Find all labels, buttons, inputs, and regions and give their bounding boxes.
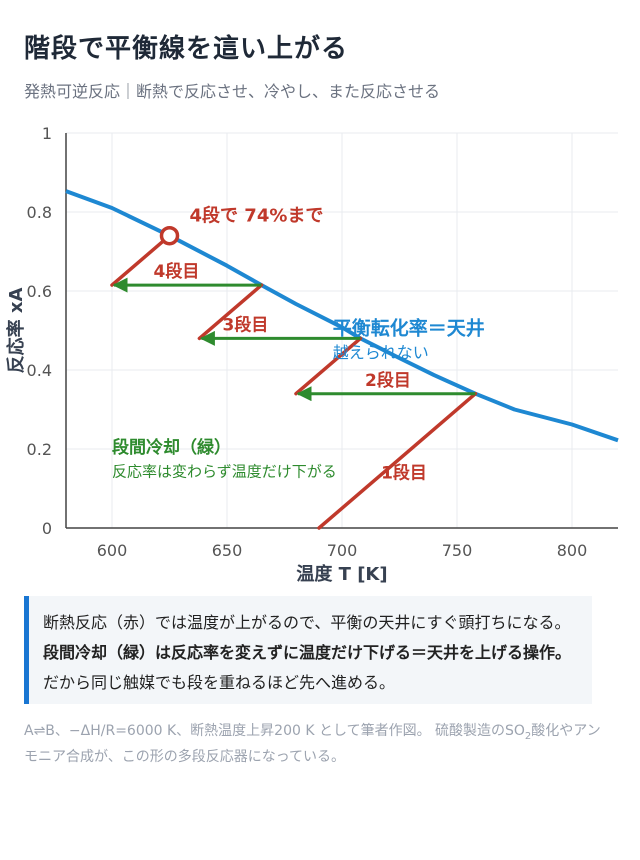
equilibrium-curve-group bbox=[65, 189, 619, 443]
y-tick-label: 0 bbox=[42, 519, 52, 538]
footnote: A⇌B、−ΔH/R=6000 K、断熱温度上昇200 K として筆者作図。 硫酸… bbox=[24, 718, 614, 770]
footnote-text-1: A⇌B、−ΔH/R=6000 K、断熱温度上昇200 K として筆者作図。 硫酸… bbox=[24, 723, 525, 739]
adiabatic-line-4 bbox=[197, 283, 264, 341]
x-tick-label: 800 bbox=[557, 541, 588, 560]
y-tick-label: 0.4 bbox=[27, 361, 52, 380]
x-tick-label: 750 bbox=[442, 541, 473, 560]
note-text-bold: 段間冷却（緑）は反応率を変えずに温度だけ下げる＝天井を上げる操作。 bbox=[43, 643, 572, 662]
x-tick-label: 650 bbox=[212, 541, 243, 560]
x-axis-label: 温度 T [K] bbox=[296, 563, 387, 585]
footnote-text-2: 酸化やアンモニア合成が、この形の多段反応器になっている。 bbox=[24, 723, 601, 765]
axes: 0 0.2 0.4 0.6 0.8 1 600 650 700 750 800 温度 T [K] 反応率… bbox=[5, 124, 618, 585]
cooling-legend-text: 反応率は変わらず温度だけ下がる bbox=[112, 463, 337, 481]
y-axis-label: 反応率 xA bbox=[5, 288, 27, 374]
y-tick-label: 0.2 bbox=[27, 440, 52, 459]
page-title: 階段で平衡線を這い上がる bbox=[24, 34, 349, 64]
grid bbox=[66, 132, 618, 529]
equilibrium-label: 平衡転化率＝天井 bbox=[333, 316, 485, 339]
endpoint-label: 4段で 74%まで bbox=[190, 205, 324, 227]
note-text-1: 断熱反応（赤）では温度が上がるので、平衡の天井にすぐ頭打ちになる。 bbox=[43, 613, 571, 632]
x-tick-label: 700 bbox=[327, 541, 358, 560]
y-tick-label: 1 bbox=[42, 124, 52, 143]
y-tick-label: 0.6 bbox=[27, 282, 52, 301]
stage-label-1: 1段目 bbox=[381, 463, 427, 484]
stage-label-2: 2段目 bbox=[365, 370, 411, 391]
adiabatic-line-3 bbox=[294, 336, 363, 396]
page-subtitle: 発熱可逆反応｜断熱で反応させ、冷やし、また反応させる bbox=[24, 82, 441, 101]
y-tick-label: 0.8 bbox=[27, 203, 52, 222]
cooling-legend-title: 段間冷却（緑） bbox=[112, 437, 231, 458]
adiabatic-line-5 bbox=[110, 233, 172, 287]
equilibrium-line bbox=[65, 189, 619, 443]
note-text-2: だから同じ触媒でも段を重ねるほど先へ進める。 bbox=[43, 673, 396, 692]
stages-group bbox=[110, 225, 478, 530]
explanation-note: 断熱反応（赤）では温度が上がるので、平衡の天井にすぐ頭打ちになる。 段間冷却（緑… bbox=[24, 596, 592, 704]
equilibrium-sublabel: 越えられない bbox=[333, 343, 429, 362]
x-tick-label: 600 bbox=[97, 541, 128, 560]
footnote-subscript: 2 bbox=[524, 730, 532, 742]
multistage-equilibrium-chart: 0 0.2 0.4 0.6 0.8 1 600 650 700 750 800 温度 T [K] 反応率… bbox=[5, 124, 619, 585]
endpoint-marker bbox=[159, 225, 180, 246]
stage-label-4: 4段目 bbox=[154, 261, 200, 282]
adiabatic-line-1 bbox=[317, 391, 478, 530]
stage-label-3: 3段目 bbox=[223, 315, 269, 336]
